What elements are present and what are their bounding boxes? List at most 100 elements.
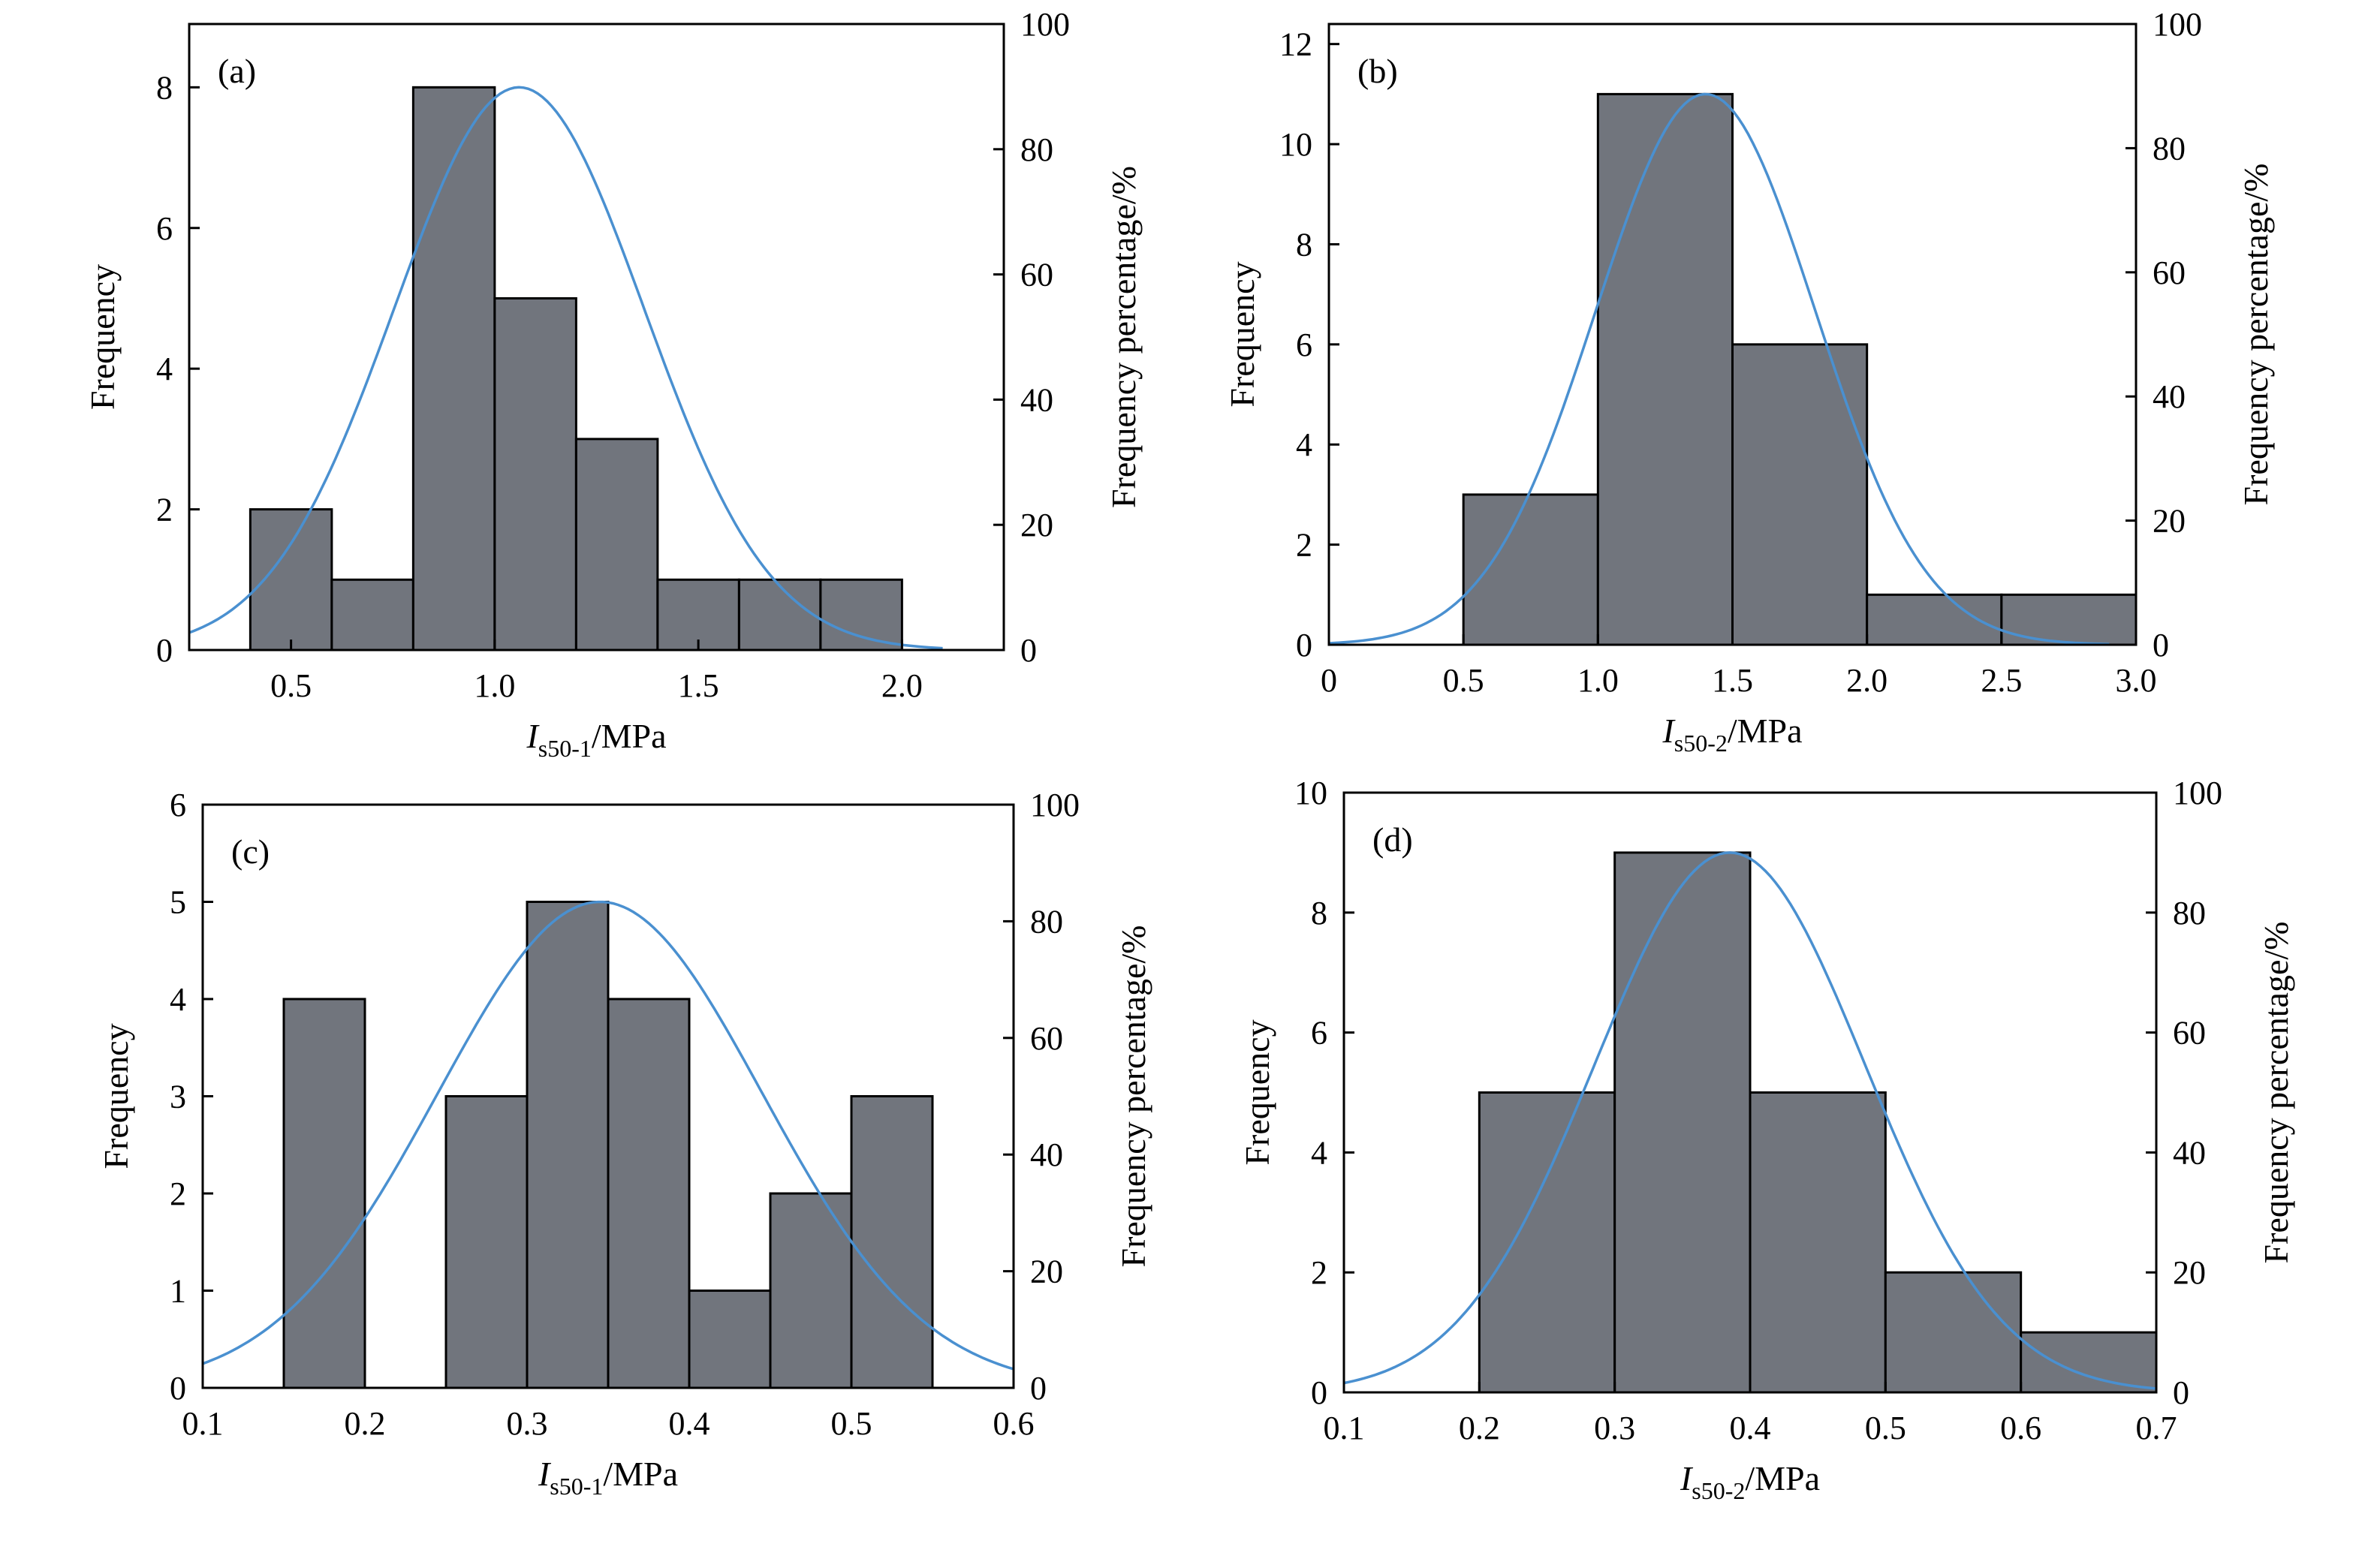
x-axis-label: Is50-1/MPa bbox=[526, 717, 666, 762]
x-tick-label: 0.1 bbox=[182, 1405, 224, 1442]
y-tick-label: 4 bbox=[1296, 426, 1312, 463]
y-tick-label: 10 bbox=[1294, 775, 1327, 811]
y-axis-label: Frequency bbox=[83, 264, 122, 410]
x-tick-label: 1.5 bbox=[1712, 662, 1753, 699]
y2-tick-label: 60 bbox=[2173, 1015, 2206, 1052]
y-tick-label: 4 bbox=[170, 981, 186, 1018]
y2-tick-label: 0 bbox=[2153, 627, 2169, 664]
x-tick-label: 1.0 bbox=[474, 667, 515, 704]
histogram-bar bbox=[607, 998, 691, 1389]
x-tick-label: 0.5 bbox=[831, 1405, 872, 1442]
x-tick-label: 0.2 bbox=[345, 1405, 386, 1442]
histogram-bar bbox=[282, 998, 366, 1389]
y2-tick-label: 80 bbox=[2173, 895, 2206, 931]
histogram-bar bbox=[444, 1095, 529, 1389]
y-tick-label: 6 bbox=[1296, 327, 1312, 363]
x-tick-label: 3.0 bbox=[2116, 662, 2157, 699]
x-tick-label: 0.6 bbox=[993, 1405, 1035, 1442]
x-axis-label: Is50-1/MPa bbox=[538, 1455, 678, 1500]
y2-tick-label: 60 bbox=[1030, 1020, 1063, 1057]
x-axis-label-subscript: s50-1 bbox=[550, 1473, 603, 1500]
y2-tick-label: 20 bbox=[1020, 507, 1053, 543]
plot-frame bbox=[188, 23, 1005, 652]
x-tick-label: 0.2 bbox=[1459, 1410, 1500, 1446]
y2-tick-label: 20 bbox=[2173, 1254, 2206, 1291]
histogram-bar bbox=[1613, 851, 1752, 1394]
x-tick-label: 1.5 bbox=[678, 667, 719, 704]
y2-tick-label: 100 bbox=[2173, 775, 2222, 811]
y-tick-label: 2 bbox=[1311, 1254, 1327, 1291]
normal-fit-curve bbox=[1343, 851, 2157, 1390]
x-tick-label: 0.1 bbox=[1324, 1410, 1365, 1446]
x-axis-label-subscript: s50-1 bbox=[538, 735, 592, 762]
histogram-bar bbox=[737, 578, 822, 652]
normal-fit-curve bbox=[188, 86, 943, 650]
y-tick-label: 8 bbox=[1311, 895, 1327, 931]
x-tick-label: 0.7 bbox=[2136, 1410, 2177, 1446]
histogram-bar bbox=[1884, 1271, 2023, 1394]
y-tick-label: 0 bbox=[1296, 627, 1312, 664]
panel-label: (a) bbox=[218, 52, 256, 90]
normal-fit-curve bbox=[202, 900, 1014, 1371]
x-axis-label-subscript: s50-2 bbox=[1674, 730, 1728, 757]
y-tick-label: 2 bbox=[156, 492, 173, 528]
y-tick-label: 2 bbox=[1296, 527, 1312, 564]
histogram-bar bbox=[1749, 1091, 1887, 1394]
y2-tick-label: 100 bbox=[1030, 787, 1080, 823]
x-axis-label-unit: /MPa bbox=[592, 717, 667, 755]
y-tick-label: 2 bbox=[170, 1175, 186, 1212]
y-tick-label: 10 bbox=[1279, 126, 1312, 163]
y2-tick-label: 80 bbox=[1030, 903, 1063, 940]
histogram-bar bbox=[411, 86, 496, 652]
x-tick-label: 0.6 bbox=[2000, 1410, 2041, 1446]
y-tick-label: 0 bbox=[170, 1370, 186, 1407]
histogram-bar bbox=[850, 1095, 934, 1389]
y-axis-label: Frequency bbox=[1223, 261, 1261, 407]
y2-tick-label: 100 bbox=[2153, 6, 2202, 43]
histogram-bar bbox=[1866, 593, 2003, 646]
y2-tick-label: 80 bbox=[2153, 130, 2186, 167]
x-tick-label: 2.5 bbox=[1981, 662, 2022, 699]
y-tick-label: 1 bbox=[170, 1273, 186, 1310]
y-axis-label: Frequency bbox=[1238, 1019, 1276, 1165]
x-tick-label: 0.5 bbox=[1865, 1410, 1906, 1446]
y2-axis-label: Frequency percentage/% bbox=[1104, 166, 1143, 508]
y-tick-label: 6 bbox=[156, 210, 173, 247]
y2-tick-label: 40 bbox=[1020, 381, 1053, 418]
x-tick-label: 0.3 bbox=[507, 1405, 548, 1442]
y2-tick-label: 0 bbox=[2173, 1374, 2189, 1411]
y-tick-label: 6 bbox=[1311, 1015, 1327, 1052]
y-tick-label: 4 bbox=[1311, 1134, 1327, 1171]
x-axis-label-symbol: I bbox=[538, 1455, 552, 1493]
x-tick-label: 0.5 bbox=[1443, 662, 1484, 699]
histogram-bar bbox=[1596, 92, 1734, 646]
y-tick-label: 5 bbox=[170, 884, 186, 921]
y-tick-label: 8 bbox=[1296, 226, 1312, 263]
chart-panel-4: 0.1 0.2 0.3 0.4 0.5 0.6 0.70246810020406080100… bbox=[1238, 775, 2295, 1504]
chart-panel-2: 0 0.5 1.0 1.5 2.0 2.5 3.0024681012020406080100… bbox=[1223, 6, 2275, 757]
y-tick-label: 0 bbox=[156, 632, 173, 669]
x-tick-label: 1.0 bbox=[1577, 662, 1619, 699]
x-axis-label-symbol: I bbox=[526, 717, 540, 755]
y2-axis-label: Frequency percentage/% bbox=[1114, 925, 1152, 1268]
x-tick-label: 0.5 bbox=[270, 667, 312, 704]
y-tick-label: 12 bbox=[1279, 26, 1312, 63]
histogram-bar bbox=[493, 296, 577, 652]
x-tick-label: 0 bbox=[1321, 662, 1337, 699]
y2-tick-label: 40 bbox=[2173, 1134, 2206, 1171]
chart-panel-1: 0.5 1.0 1.5 2.002468020406080100(a)Is50-1/M… bbox=[83, 6, 1143, 762]
x-axis-label-symbol: I bbox=[1680, 1459, 1694, 1497]
y2-tick-label: 0 bbox=[1030, 1370, 1047, 1407]
histogram-bar bbox=[526, 901, 610, 1389]
x-tick-label: 2.0 bbox=[881, 667, 923, 704]
y-tick-label: 3 bbox=[170, 1079, 186, 1115]
histogram-bar bbox=[656, 578, 740, 652]
y-axis-label: Frequency bbox=[97, 1023, 135, 1169]
y2-axis-label: Frequency percentage/% bbox=[2257, 922, 2295, 1264]
y2-tick-label: 20 bbox=[2153, 503, 2186, 540]
histogram-bar bbox=[330, 578, 414, 652]
histogram-bar bbox=[769, 1192, 853, 1389]
y2-tick-label: 100 bbox=[1020, 6, 1070, 43]
panel-label: (c) bbox=[231, 832, 270, 871]
